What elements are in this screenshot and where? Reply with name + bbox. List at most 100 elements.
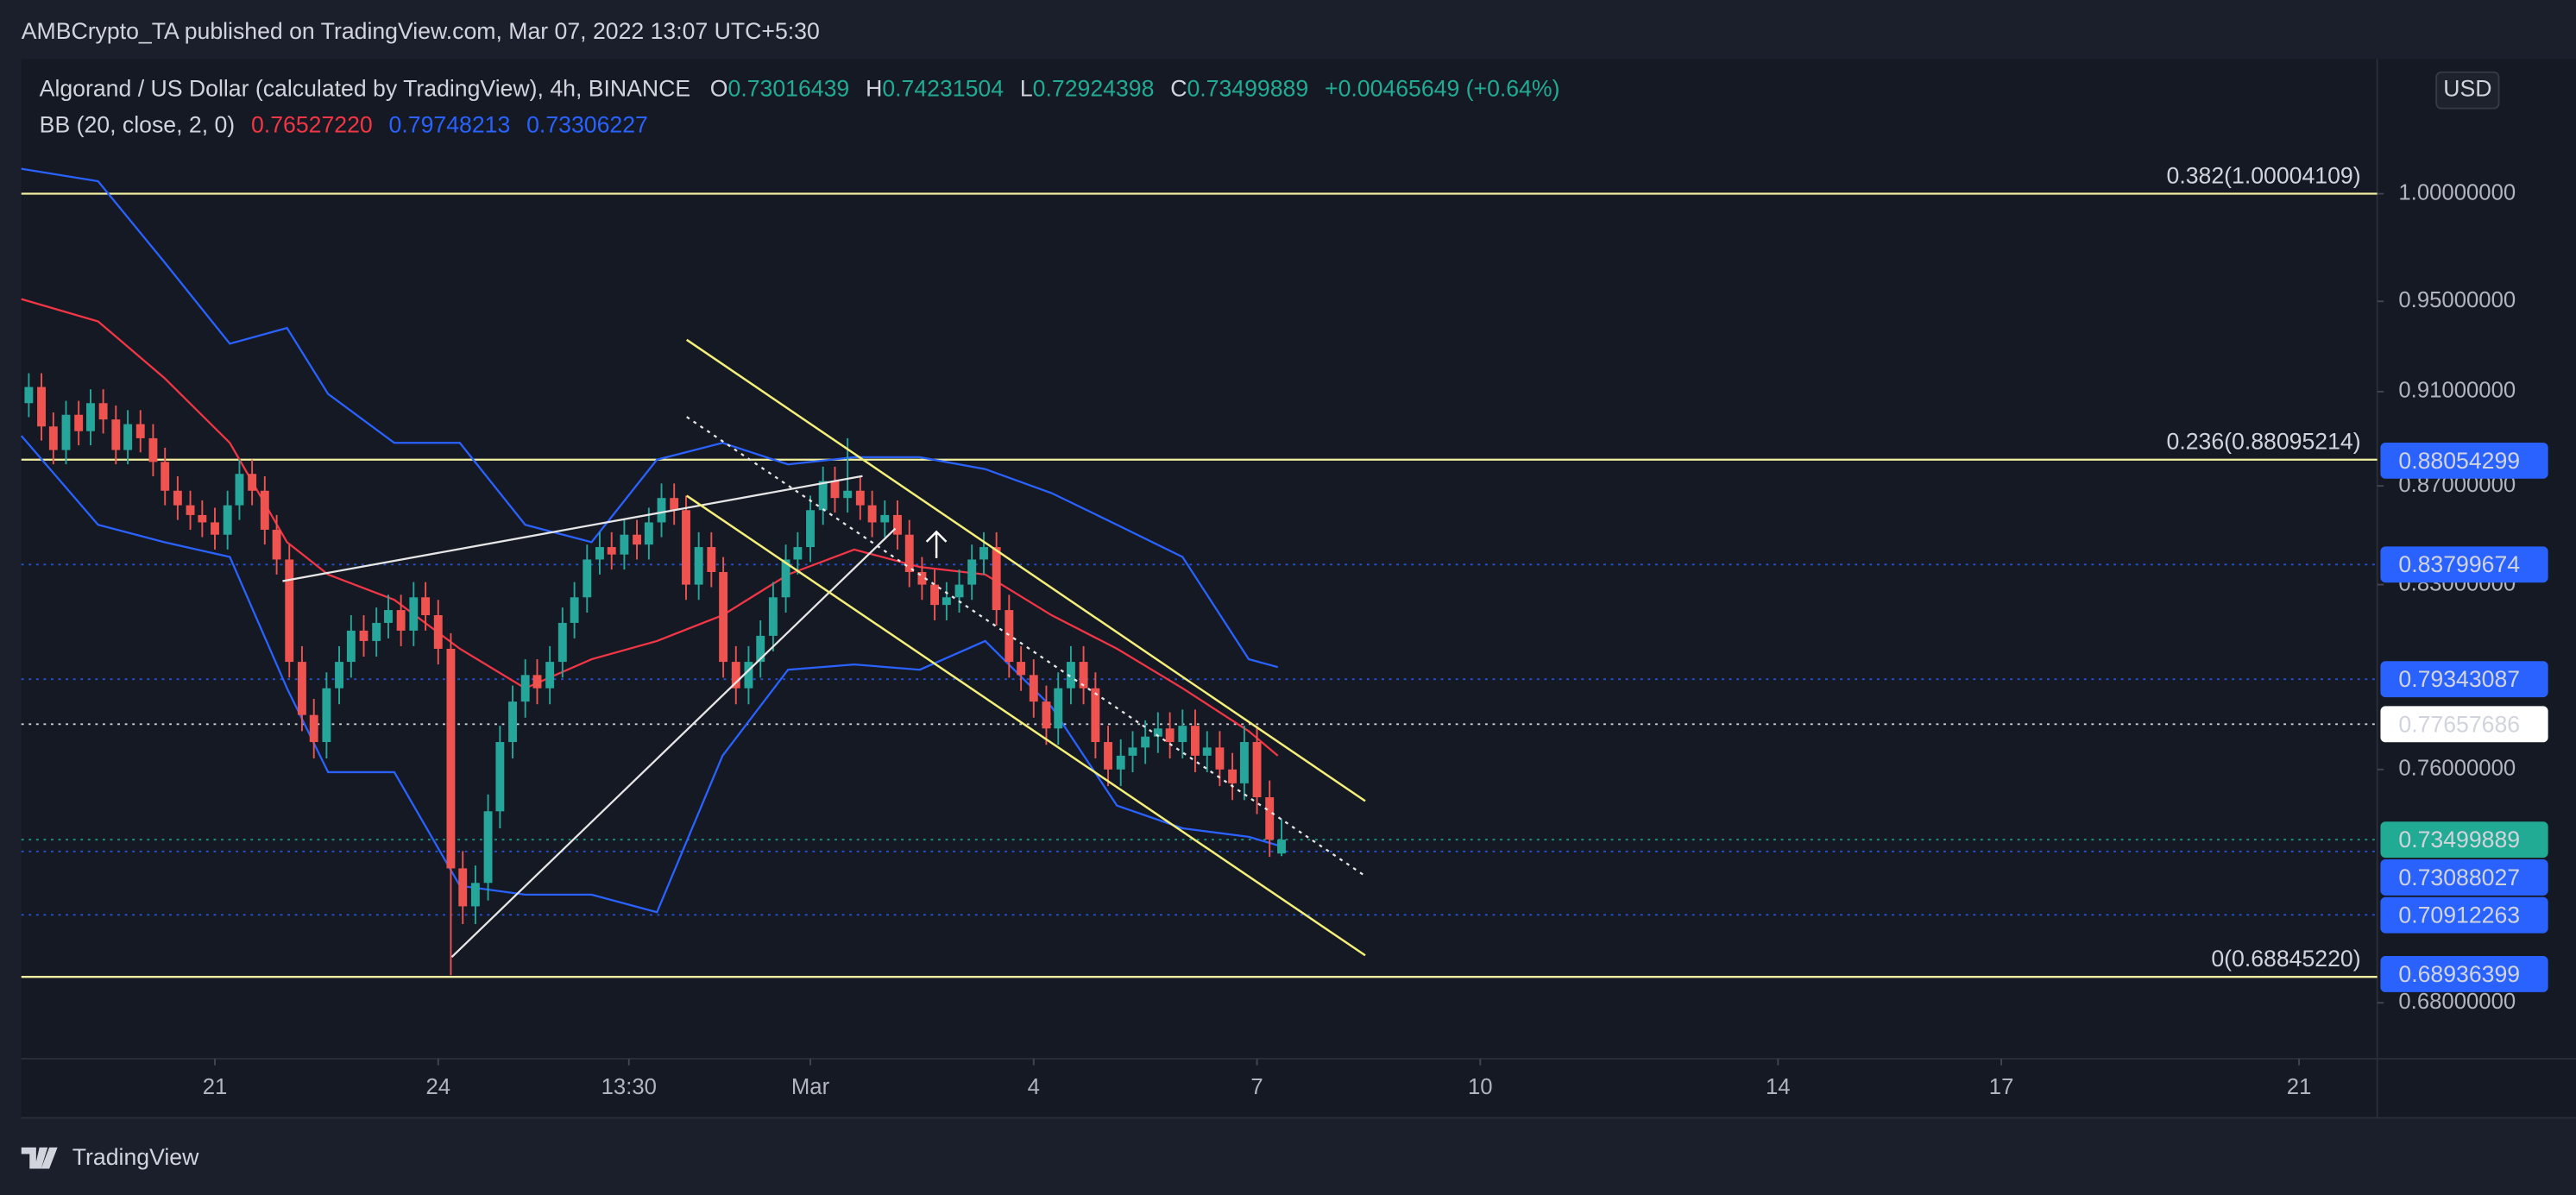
- price-tag: [2380, 442, 2548, 479]
- candle-body: [992, 547, 1001, 611]
- ohlc-value: 0.72924398: [1033, 76, 1155, 102]
- candle-body: [161, 462, 170, 491]
- x-tick-label: 13:30: [601, 1075, 657, 1099]
- x-tick-label: 4: [1028, 1075, 1040, 1099]
- candle-body: [1116, 755, 1125, 770]
- x-tick-label: Mar: [791, 1075, 830, 1099]
- candle-body: [1153, 728, 1162, 737]
- candle-body: [123, 424, 133, 450]
- x-tick-label: 14: [1766, 1075, 1791, 1099]
- indicator-value: 0.73306227: [526, 112, 648, 138]
- candle-body: [1005, 610, 1014, 663]
- candle-body: [1066, 662, 1075, 689]
- drawings: [282, 338, 1366, 958]
- candle-body: [570, 597, 579, 623]
- candle-body: [433, 615, 443, 649]
- candle-body: [768, 597, 778, 636]
- candle-body: [372, 622, 381, 641]
- candle-body: [855, 490, 865, 506]
- indicator-value: 0.76527220: [251, 112, 373, 138]
- x-tick-label: 21: [2287, 1075, 2312, 1099]
- candle-body: [633, 534, 642, 545]
- candle-body: [843, 490, 853, 499]
- ohlc-letter: L: [1020, 76, 1033, 102]
- candle-body: [942, 597, 951, 606]
- candle-body: [830, 481, 840, 499]
- y-tick-label: 0.68000000: [2398, 990, 2516, 1014]
- candle-body: [904, 534, 914, 572]
- candle-body: [198, 514, 207, 523]
- trend-line: [450, 527, 897, 958]
- price-tag-label: 0.73088027: [2398, 865, 2520, 890]
- candle-body: [719, 571, 728, 663]
- candle-body: [707, 547, 716, 572]
- candle-body: [1265, 797, 1275, 840]
- currency-button[interactable]: [2435, 71, 2500, 110]
- candle-body: [24, 387, 34, 404]
- candle-body: [557, 622, 567, 663]
- fib-label: 0.382(1.00004109): [2167, 162, 2361, 188]
- candle-body: [520, 675, 530, 702]
- candle-body: [1252, 742, 1262, 798]
- candle-body: [979, 547, 988, 560]
- candle-body: [483, 811, 493, 884]
- candle-body: [1054, 688, 1063, 729]
- candle-body: [1277, 840, 1286, 854]
- price-tag-label: 0.73499889: [2398, 827, 2520, 852]
- footer-logo: TradingView: [21, 1144, 199, 1170]
- candle-body: [694, 547, 703, 585]
- ohlc-letter: O: [710, 76, 728, 102]
- candle-body: [682, 510, 690, 585]
- brand: TradingView: [72, 1144, 199, 1170]
- candle-body: [322, 688, 331, 743]
- candle-body: [61, 414, 71, 450]
- candle-body: [1017, 662, 1026, 676]
- candle-body: [892, 514, 902, 535]
- y-tick-label: 0.95000000: [2398, 288, 2516, 312]
- candle-body: [657, 498, 666, 523]
- y-tick-label: 0.91000000: [2398, 379, 2516, 403]
- candle-body: [98, 403, 108, 420]
- price-tag: [2380, 546, 2548, 583]
- candle-body: [670, 498, 679, 511]
- currency[interactable]: USD: [2443, 76, 2491, 102]
- price-tag: [2380, 896, 2548, 934]
- x-tick-label: 17: [1989, 1075, 2014, 1099]
- candle-body: [731, 662, 740, 689]
- fib-label: 0(0.68845220): [2211, 946, 2360, 972]
- candle-body: [335, 662, 343, 689]
- candle-body: [744, 662, 753, 689]
- indicator-value: 0.79748213: [389, 112, 511, 138]
- price-tag-label: 0.77657686: [2398, 711, 2520, 737]
- ohlc-value: 0.74231504: [882, 76, 1004, 102]
- ohlc-value: 0.73016439: [728, 76, 850, 102]
- price-tag: [2380, 706, 2548, 743]
- fib-label: 0.236(0.88095214): [2167, 429, 2361, 455]
- price-tag-label: 0.68936399: [2398, 961, 2520, 987]
- candle-body: [917, 571, 927, 585]
- candle-body: [470, 883, 480, 907]
- channel-line: [686, 338, 1366, 802]
- candle-body: [211, 522, 219, 535]
- candle-body: [37, 387, 46, 427]
- candle-body: [260, 490, 269, 530]
- price-tag-label: 0.70912263: [2398, 903, 2520, 928]
- candle-body: [74, 414, 84, 431]
- price-tag: [2380, 661, 2548, 698]
- candle-body: [595, 547, 604, 560]
- indicator-name: BB (20, close, 2, 0): [40, 112, 235, 138]
- logo-icon: [21, 1147, 58, 1169]
- price-tag: [2380, 956, 2548, 992]
- price-tag-label: 0.83799674: [2398, 551, 2520, 577]
- candle-body: [495, 742, 505, 812]
- candle-body: [620, 534, 629, 555]
- candle-body: [359, 630, 368, 641]
- candle-body: [384, 610, 393, 623]
- candle-body: [1202, 747, 1212, 756]
- candle-body: [508, 701, 517, 743]
- candle-body: [1178, 726, 1187, 743]
- price-tag-label: 0.79343087: [2398, 666, 2520, 692]
- candle-body: [346, 630, 356, 663]
